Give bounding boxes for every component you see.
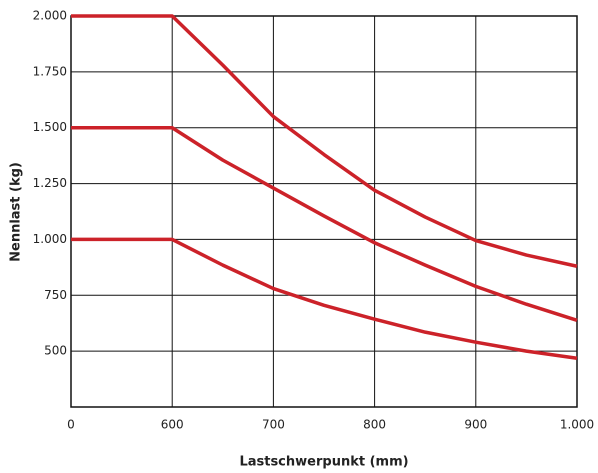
x-tick-label: 900 xyxy=(464,418,487,432)
plot-frame xyxy=(70,15,578,408)
x-tick-label: 700 xyxy=(262,418,285,432)
x-tick-label: 600 xyxy=(161,418,184,432)
line-series xyxy=(71,14,578,268)
y-tick-label: 750 xyxy=(44,288,67,302)
line-series xyxy=(71,237,578,361)
y-tick-label: 2.000 xyxy=(33,9,67,23)
y-tick-label: 1.500 xyxy=(33,120,67,134)
x-tick-label: 1.000 xyxy=(560,418,594,432)
y-tick-label: 1.250 xyxy=(33,176,67,190)
y-tick-label: 1.000 xyxy=(33,232,67,246)
x-tick-label: 800 xyxy=(363,418,386,432)
y-tick-label: 500 xyxy=(44,344,67,358)
y-tick-label: 1.750 xyxy=(33,64,67,78)
y-axis-title: Nennlast (kg) xyxy=(9,162,24,262)
x-tick-label: 0 xyxy=(67,418,75,432)
line-series xyxy=(71,125,578,322)
x-axis-title: Lastschwerpunkt (mm) xyxy=(239,455,408,470)
